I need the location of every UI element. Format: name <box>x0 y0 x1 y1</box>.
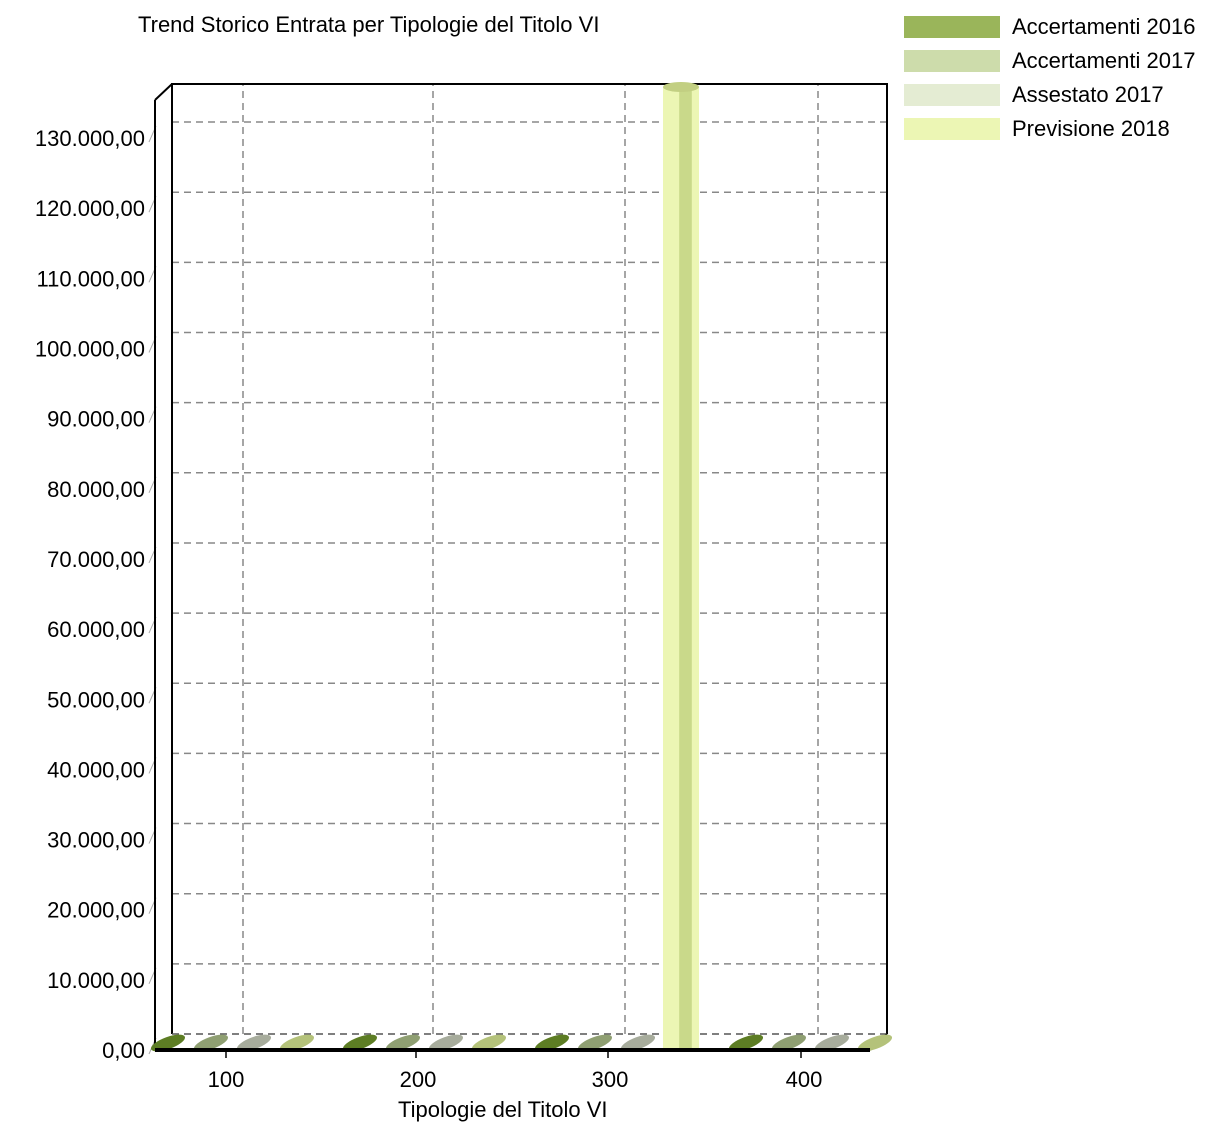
bar-shade <box>679 86 692 1051</box>
y-tick-label: 70.000,00 <box>47 547 145 572</box>
bar-cap <box>663 81 699 92</box>
x-tick-label: 300 <box>592 1067 629 1092</box>
y-tick-label: 110.000,00 <box>37 266 145 291</box>
left-axis-top-edge <box>154 83 173 101</box>
bar <box>428 1034 464 1052</box>
x-tick-label: 100 <box>208 1067 245 1092</box>
bar <box>342 1034 378 1052</box>
plot-back-frame <box>171 83 888 1034</box>
bar <box>236 1034 272 1052</box>
chart-title: Trend Storico Entrata per Tipologie del … <box>138 12 600 37</box>
x-tick-label: 400 <box>786 1067 823 1092</box>
bar <box>728 1034 764 1052</box>
bar <box>771 1034 807 1052</box>
x-tick-label: 200 <box>400 1067 437 1092</box>
y-tick-label: 10.000,00 <box>47 968 145 993</box>
y-tick-label: 130.000,00 <box>35 126 145 151</box>
bar <box>471 1034 507 1052</box>
bar <box>385 1034 421 1052</box>
bar <box>857 1034 893 1052</box>
bar <box>279 1034 315 1052</box>
legend-label: Accertamenti 2017 <box>1012 48 1196 73</box>
bar <box>534 1034 570 1052</box>
y-tick-label: 50.000,00 <box>47 687 145 712</box>
y-tick-label: 20.000,00 <box>47 898 145 923</box>
x-axis-label: Tipologie del Titolo VI <box>398 1097 608 1122</box>
bar <box>577 1034 613 1052</box>
legend-swatch <box>904 16 1000 38</box>
legend-swatch <box>904 84 1000 106</box>
legend-label: Accertamenti 2016 <box>1012 14 1196 39</box>
legend-swatch <box>904 50 1000 72</box>
y-tick-label: 0,00 <box>102 1038 145 1063</box>
y-tick-label: 90.000,00 <box>47 407 145 432</box>
y-tick-label: 60.000,00 <box>47 617 145 642</box>
bar <box>193 1034 229 1052</box>
y-tick-label: 80.000,00 <box>47 477 145 502</box>
y-tick-label: 40.000,00 <box>47 757 145 782</box>
legend-swatch <box>904 118 1000 140</box>
bar <box>620 1034 656 1052</box>
y-tick-label: 30.000,00 <box>47 828 145 853</box>
legend-label: Assestato 2017 <box>1012 82 1164 107</box>
y-tick-label: 120.000,00 <box>35 196 145 221</box>
legend-label: Previsione 2018 <box>1012 116 1170 141</box>
bar <box>814 1034 850 1052</box>
bar <box>150 1034 186 1052</box>
y-tick-label: 100.000,00 <box>35 337 145 362</box>
